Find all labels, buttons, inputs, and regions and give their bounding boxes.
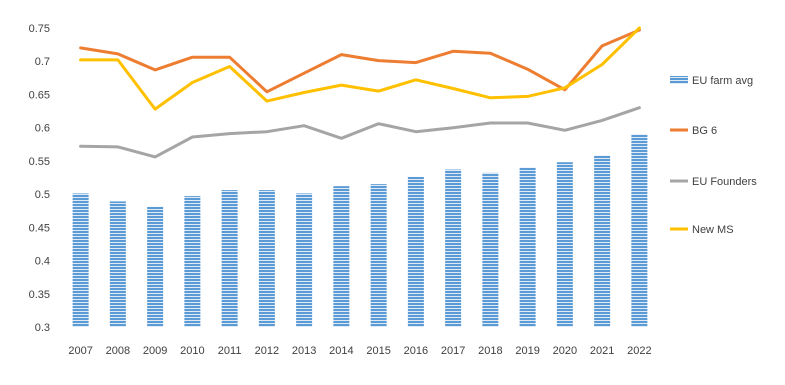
x-tick-label: 2016 xyxy=(404,345,428,357)
x-tick-label: 2018 xyxy=(478,345,502,357)
bar-2017 xyxy=(445,169,462,327)
legend-item-bg-6: BG 6 xyxy=(670,125,717,137)
x-tick-label: 2013 xyxy=(292,345,316,357)
bar-2015 xyxy=(370,184,387,327)
bar-2019 xyxy=(519,167,536,327)
x-tick-label: 2007 xyxy=(68,345,92,357)
y-tick-label: 0.45 xyxy=(29,222,50,234)
legend-label: EU farm avg xyxy=(692,75,753,87)
y-tick-label: 0.4 xyxy=(35,256,50,268)
bar-2021 xyxy=(594,155,611,327)
x-tick-label: 2014 xyxy=(329,345,353,357)
x-tick-label: 2011 xyxy=(218,345,242,357)
lines-layer xyxy=(79,26,641,159)
y-tick-label: 0.7 xyxy=(35,56,50,68)
x-tick-label: 2015 xyxy=(366,345,390,357)
bar-2014 xyxy=(333,186,350,327)
x-tick-label: 2020 xyxy=(553,345,577,357)
series-line-eu-founders xyxy=(79,106,641,159)
axes-layer: 0.3 0.35 0.4 0.45 0.5 0.55 0.6 0.65 0.7 0.75 2007 2… xyxy=(29,23,652,357)
bar-2007 xyxy=(72,193,89,327)
bar-2011 xyxy=(221,190,238,327)
bar-2020 xyxy=(556,162,573,327)
bar-2018 xyxy=(482,172,499,327)
bar-2008 xyxy=(109,201,126,327)
y-tick-label: 0.75 xyxy=(29,23,50,35)
y-tick-label: 0.5 xyxy=(35,189,50,201)
legend-item-eu-founders: EU Founders xyxy=(670,176,757,188)
legend: EU farm avg BG 6 EU Founders New MS xyxy=(670,75,757,236)
bar-2009 xyxy=(147,206,164,327)
bar-2013 xyxy=(296,193,313,327)
bar-2012 xyxy=(258,190,275,327)
bar-2016 xyxy=(407,176,424,327)
legend-label: BG 6 xyxy=(692,125,717,137)
y-tick-label: 0.6 xyxy=(35,123,50,135)
x-tick-label: 2008 xyxy=(106,345,130,357)
bar-2010 xyxy=(184,196,201,327)
y-tick-label: 0.65 xyxy=(29,89,50,101)
series-line-new-ms xyxy=(79,26,641,111)
x-tick-label: 2017 xyxy=(441,345,465,357)
y-tick-label: 0.35 xyxy=(29,289,50,301)
x-tick-label: 2010 xyxy=(180,345,204,357)
legend-swatch xyxy=(670,76,688,84)
x-tick-label: 2019 xyxy=(515,345,539,357)
legend-item-eu-farm-avg: EU farm avg xyxy=(670,75,753,87)
y-tick-label: 0.3 xyxy=(35,322,50,334)
bar-2022 xyxy=(631,134,648,327)
legend-label: New MS xyxy=(692,224,734,236)
bars-layer xyxy=(72,134,648,327)
legend-item-new-ms: New MS xyxy=(670,224,734,236)
x-tick-label: 2012 xyxy=(255,345,279,357)
legend-label: EU Founders xyxy=(692,176,757,188)
x-tick-label: 2022 xyxy=(627,345,651,357)
x-tick-label: 2009 xyxy=(143,345,167,357)
x-tick-label: 2021 xyxy=(590,345,614,357)
y-tick-label: 0.55 xyxy=(29,156,50,168)
series-line-bg-6 xyxy=(79,28,641,94)
